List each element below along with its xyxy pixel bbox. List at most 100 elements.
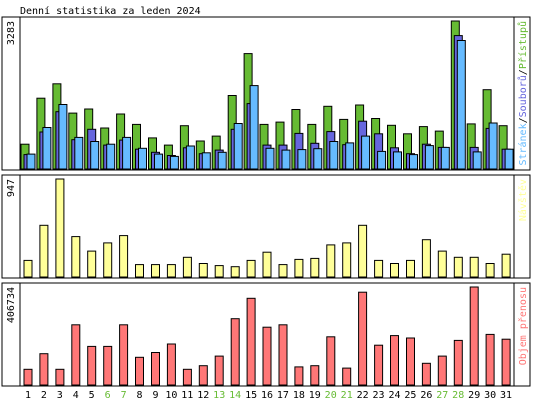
bar-Návštěv-day-18 xyxy=(294,258,304,278)
chart-title: Denní statistika za leden 2024 xyxy=(20,5,201,17)
x-tick-label: 26 xyxy=(420,390,432,401)
x-tick-label: 30 xyxy=(484,390,496,401)
bars xyxy=(20,20,514,170)
bar-Objem přenosu-day-29 xyxy=(469,286,479,386)
bar-Návštěv-day-23 xyxy=(374,259,384,278)
x-tick-label: 3 xyxy=(57,390,63,401)
bar-Návštěv-day-16 xyxy=(262,251,272,278)
side-legend-label: Stránek/Souborů/Přístupů xyxy=(517,21,529,166)
bar-Stránek-day-31 xyxy=(504,148,514,170)
bar-Stránek-day-22 xyxy=(361,135,371,170)
bar-Objem přenosu-day-11 xyxy=(182,368,192,386)
x-tick-label: 25 xyxy=(404,390,416,401)
bar-Stránek-day-3 xyxy=(58,104,68,170)
x-tick-label: 8 xyxy=(136,390,142,401)
bar-Návštěv-day-6 xyxy=(103,242,113,278)
side-legend-label: Návštěv xyxy=(517,179,529,221)
bar-Stránek-day-19 xyxy=(313,148,323,170)
side-legend-segment: Objem přenosu xyxy=(517,287,529,365)
x-tick-label: 23 xyxy=(372,390,384,401)
x-tick-label: 12 xyxy=(197,390,209,401)
bar-Stránek-day-12 xyxy=(201,152,211,170)
bar-Stránek-day-1 xyxy=(26,153,36,170)
bar-Stránek-day-8 xyxy=(138,147,147,170)
bar-Stránek-day-28 xyxy=(456,40,466,170)
x-tick-label: 9 xyxy=(152,390,158,401)
bar-Stránek-day-26 xyxy=(424,145,434,170)
bar-Objem přenosu-day-21 xyxy=(342,367,352,386)
side-legend-segment: Souborů xyxy=(517,75,529,117)
y-max-label: 3283 xyxy=(6,21,17,45)
bar-Návštěv-day-21 xyxy=(342,242,352,278)
x-tick-label: 5 xyxy=(89,390,95,401)
bar-Návštěv-day-15 xyxy=(246,259,256,278)
bar-Objem přenosu-day-14 xyxy=(230,318,240,386)
x-tick-label: 24 xyxy=(388,390,400,401)
bar-Stránek-day-5 xyxy=(90,141,100,170)
bar-Stránek-day-9 xyxy=(154,153,163,170)
bar-Objem přenosu-day-16 xyxy=(262,326,272,386)
bar-Stránek-day-23 xyxy=(377,150,387,170)
x-tick-label: 19 xyxy=(309,390,321,401)
bars xyxy=(23,286,511,386)
bar-Návštěv-day-4 xyxy=(71,236,81,278)
bar-Návštěv-day-1 xyxy=(23,259,33,278)
side-legend-segment: Návštěv xyxy=(517,179,529,221)
bar-Stránek-day-4 xyxy=(74,136,84,170)
bar-Stránek-day-29 xyxy=(472,151,482,170)
bars xyxy=(23,178,511,278)
bar-Stránek-day-25 xyxy=(409,154,418,170)
y-max-label: 406734 xyxy=(6,287,17,323)
bar-Stránek-day-14 xyxy=(233,123,243,170)
bar-Návštěv-day-9 xyxy=(151,264,160,278)
bar-Objem přenosu-day-22 xyxy=(358,291,368,386)
bar-Návštěv-day-24 xyxy=(390,263,399,278)
bar-Objem přenosu-day-8 xyxy=(135,356,144,386)
bar-Návštěv-day-25 xyxy=(406,259,415,278)
x-tick-label: 21 xyxy=(341,390,353,401)
bar-Stránek-day-6 xyxy=(106,143,116,170)
bar-Objem přenosu-day-23 xyxy=(374,344,384,386)
bar-Objem přenosu-day-30 xyxy=(485,333,495,386)
x-tick-label: 6 xyxy=(105,390,111,401)
x-tick-label: 17 xyxy=(277,390,289,401)
bar-Stránek-day-15 xyxy=(249,85,259,170)
bar-Návštěv-day-29 xyxy=(469,256,479,278)
bar-Stránek-day-11 xyxy=(185,145,195,170)
bar-Návštěv-day-12 xyxy=(198,263,208,278)
bar-Stránek-day-24 xyxy=(393,151,402,170)
bar-Návštěv-day-27 xyxy=(437,250,447,278)
x-tick-label: 20 xyxy=(325,390,337,401)
bar-Návštěv-day-28 xyxy=(453,256,463,278)
side-legend-label: Objem přenosu xyxy=(517,287,529,365)
x-tick-label: 1 xyxy=(25,390,31,401)
bar-Objem přenosu-day-26 xyxy=(421,362,431,386)
bar-Stránek-day-17 xyxy=(281,149,291,170)
bar-Stránek-day-27 xyxy=(440,146,450,170)
x-axis-labels: 1 2 3 4 5 6 7 8 9 10 11 12 13 14 15 16 17 18 19 20 21 22 23 24 2… xyxy=(25,390,512,401)
x-tick-label: 18 xyxy=(293,390,305,401)
bar-Návštěv-day-3 xyxy=(55,178,65,278)
x-tick-label: 13 xyxy=(213,390,225,401)
x-tick-label: 29 xyxy=(468,390,480,401)
panel-frame xyxy=(1,282,531,387)
x-tick-label: 22 xyxy=(357,390,369,401)
panel-hits-files-pages: 3283 Stránek/Souborů/Přístupů xyxy=(1,16,531,171)
bar-Objem přenosu-day-27 xyxy=(437,355,447,386)
x-tick-label: 10 xyxy=(165,390,177,401)
bar-Návštěv-day-20 xyxy=(326,244,336,278)
bar-Objem přenosu-day-3 xyxy=(55,368,65,386)
bar-Stránek-day-30 xyxy=(488,122,498,170)
bar-Návštěv-day-17 xyxy=(278,264,288,278)
bar-Stránek-day-16 xyxy=(265,147,275,170)
x-tick-label: 2 xyxy=(41,390,47,401)
bar-Objem přenosu-day-2 xyxy=(39,353,49,386)
panel-frame xyxy=(1,174,531,279)
x-tick-label: 15 xyxy=(245,390,257,401)
bar-Návštěv-day-31 xyxy=(501,253,511,278)
bar-Objem přenosu-day-31 xyxy=(501,338,511,386)
bar-Objem přenosu-day-15 xyxy=(246,297,256,386)
bar-Objem přenosu-day-20 xyxy=(326,336,336,386)
